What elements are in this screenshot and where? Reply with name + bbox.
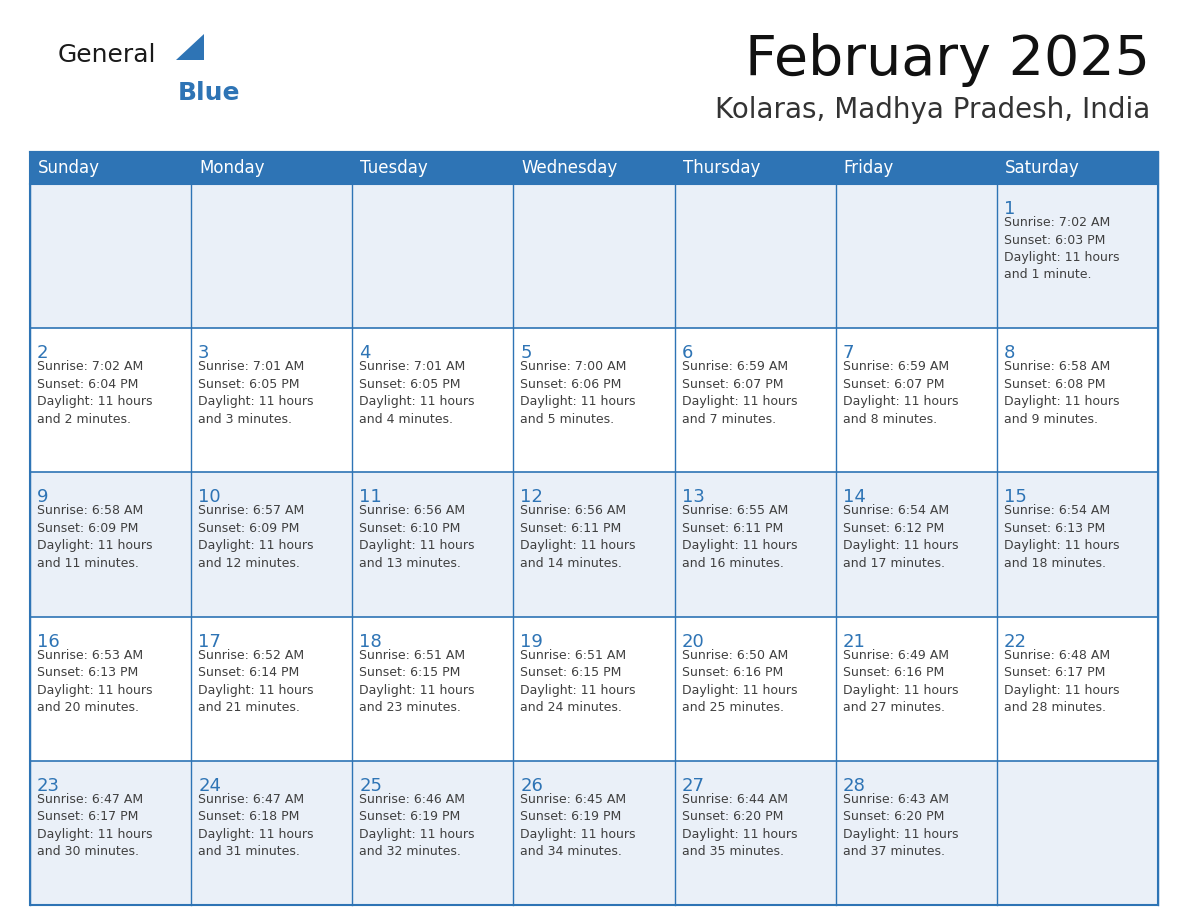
Text: 20: 20 <box>682 633 704 651</box>
Text: 6: 6 <box>682 344 693 363</box>
Text: Sunrise: 7:01 AM
Sunset: 6:05 PM
Daylight: 11 hours
and 3 minutes.: Sunrise: 7:01 AM Sunset: 6:05 PM Dayligh… <box>198 360 314 426</box>
Text: Sunrise: 6:56 AM
Sunset: 6:10 PM
Daylight: 11 hours
and 13 minutes.: Sunrise: 6:56 AM Sunset: 6:10 PM Dayligh… <box>359 504 475 570</box>
Text: Wednesday: Wednesday <box>522 159 618 177</box>
Text: Kolaras, Madhya Pradesh, India: Kolaras, Madhya Pradesh, India <box>715 96 1150 124</box>
Text: Sunrise: 6:45 AM
Sunset: 6:19 PM
Daylight: 11 hours
and 34 minutes.: Sunrise: 6:45 AM Sunset: 6:19 PM Dayligh… <box>520 793 636 858</box>
Text: Sunrise: 6:47 AM
Sunset: 6:18 PM
Daylight: 11 hours
and 31 minutes.: Sunrise: 6:47 AM Sunset: 6:18 PM Dayligh… <box>198 793 314 858</box>
Text: Monday: Monday <box>200 159 265 177</box>
Text: Sunrise: 6:48 AM
Sunset: 6:17 PM
Daylight: 11 hours
and 28 minutes.: Sunrise: 6:48 AM Sunset: 6:17 PM Dayligh… <box>1004 649 1119 714</box>
Text: Sunrise: 6:43 AM
Sunset: 6:20 PM
Daylight: 11 hours
and 37 minutes.: Sunrise: 6:43 AM Sunset: 6:20 PM Dayligh… <box>842 793 959 858</box>
Text: 18: 18 <box>359 633 383 651</box>
Text: 19: 19 <box>520 633 543 651</box>
Text: 23: 23 <box>37 777 61 795</box>
Polygon shape <box>176 34 204 60</box>
Text: 5: 5 <box>520 344 532 363</box>
Text: 24: 24 <box>198 777 221 795</box>
Text: 12: 12 <box>520 488 543 507</box>
Bar <box>30 329 1158 473</box>
Text: Tuesday: Tuesday <box>360 159 428 177</box>
Text: Sunrise: 6:56 AM
Sunset: 6:11 PM
Daylight: 11 hours
and 14 minutes.: Sunrise: 6:56 AM Sunset: 6:11 PM Dayligh… <box>520 504 636 570</box>
Text: Sunrise: 6:51 AM
Sunset: 6:15 PM
Daylight: 11 hours
and 24 minutes.: Sunrise: 6:51 AM Sunset: 6:15 PM Dayligh… <box>520 649 636 714</box>
Text: Sunrise: 6:55 AM
Sunset: 6:11 PM
Daylight: 11 hours
and 16 minutes.: Sunrise: 6:55 AM Sunset: 6:11 PM Dayligh… <box>682 504 797 570</box>
Text: 8: 8 <box>1004 344 1016 363</box>
Text: 11: 11 <box>359 488 383 507</box>
Text: Blue: Blue <box>178 81 240 105</box>
Text: 2: 2 <box>37 344 49 363</box>
Text: Sunrise: 6:44 AM
Sunset: 6:20 PM
Daylight: 11 hours
and 35 minutes.: Sunrise: 6:44 AM Sunset: 6:20 PM Dayligh… <box>682 793 797 858</box>
Text: Sunrise: 6:49 AM
Sunset: 6:16 PM
Daylight: 11 hours
and 27 minutes.: Sunrise: 6:49 AM Sunset: 6:16 PM Dayligh… <box>842 649 959 714</box>
Text: 16: 16 <box>37 633 59 651</box>
Text: Friday: Friday <box>843 159 893 177</box>
Text: Sunrise: 6:54 AM
Sunset: 6:13 PM
Daylight: 11 hours
and 18 minutes.: Sunrise: 6:54 AM Sunset: 6:13 PM Dayligh… <box>1004 504 1119 570</box>
Text: Saturday: Saturday <box>1005 159 1080 177</box>
Text: 4: 4 <box>359 344 371 363</box>
Text: Thursday: Thursday <box>683 159 760 177</box>
Text: Sunrise: 6:58 AM
Sunset: 6:09 PM
Daylight: 11 hours
and 11 minutes.: Sunrise: 6:58 AM Sunset: 6:09 PM Dayligh… <box>37 504 152 570</box>
Text: 28: 28 <box>842 777 866 795</box>
Text: Sunrise: 7:00 AM
Sunset: 6:06 PM
Daylight: 11 hours
and 5 minutes.: Sunrise: 7:00 AM Sunset: 6:06 PM Dayligh… <box>520 360 636 426</box>
Text: Sunrise: 6:57 AM
Sunset: 6:09 PM
Daylight: 11 hours
and 12 minutes.: Sunrise: 6:57 AM Sunset: 6:09 PM Dayligh… <box>198 504 314 570</box>
Text: Sunrise: 6:46 AM
Sunset: 6:19 PM
Daylight: 11 hours
and 32 minutes.: Sunrise: 6:46 AM Sunset: 6:19 PM Dayligh… <box>359 793 475 858</box>
Bar <box>30 473 1158 617</box>
Bar <box>30 152 1158 905</box>
Text: Sunrise: 7:02 AM
Sunset: 6:03 PM
Daylight: 11 hours
and 1 minute.: Sunrise: 7:02 AM Sunset: 6:03 PM Dayligh… <box>1004 216 1119 282</box>
Text: General: General <box>58 43 157 67</box>
Text: Sunrise: 6:58 AM
Sunset: 6:08 PM
Daylight: 11 hours
and 9 minutes.: Sunrise: 6:58 AM Sunset: 6:08 PM Dayligh… <box>1004 360 1119 426</box>
Text: Sunrise: 6:47 AM
Sunset: 6:17 PM
Daylight: 11 hours
and 30 minutes.: Sunrise: 6:47 AM Sunset: 6:17 PM Dayligh… <box>37 793 152 858</box>
Bar <box>30 761 1158 905</box>
Text: 26: 26 <box>520 777 543 795</box>
Text: Sunrise: 6:51 AM
Sunset: 6:15 PM
Daylight: 11 hours
and 23 minutes.: Sunrise: 6:51 AM Sunset: 6:15 PM Dayligh… <box>359 649 475 714</box>
Text: 10: 10 <box>198 488 221 507</box>
Text: 7: 7 <box>842 344 854 363</box>
Text: 1: 1 <box>1004 200 1016 218</box>
Bar <box>30 617 1158 761</box>
Text: Sunrise: 7:02 AM
Sunset: 6:04 PM
Daylight: 11 hours
and 2 minutes.: Sunrise: 7:02 AM Sunset: 6:04 PM Dayligh… <box>37 360 152 426</box>
Text: 25: 25 <box>359 777 383 795</box>
Text: Sunrise: 6:59 AM
Sunset: 6:07 PM
Daylight: 11 hours
and 8 minutes.: Sunrise: 6:59 AM Sunset: 6:07 PM Dayligh… <box>842 360 959 426</box>
Text: Sunrise: 7:01 AM
Sunset: 6:05 PM
Daylight: 11 hours
and 4 minutes.: Sunrise: 7:01 AM Sunset: 6:05 PM Dayligh… <box>359 360 475 426</box>
Text: 15: 15 <box>1004 488 1026 507</box>
Text: 27: 27 <box>682 777 704 795</box>
Text: 14: 14 <box>842 488 866 507</box>
Text: February 2025: February 2025 <box>745 33 1150 87</box>
Bar <box>30 184 1158 329</box>
Bar <box>30 152 1158 184</box>
Text: 3: 3 <box>198 344 209 363</box>
Text: 9: 9 <box>37 488 49 507</box>
Text: Sunrise: 6:53 AM
Sunset: 6:13 PM
Daylight: 11 hours
and 20 minutes.: Sunrise: 6:53 AM Sunset: 6:13 PM Dayligh… <box>37 649 152 714</box>
Text: Sunday: Sunday <box>38 159 100 177</box>
Text: Sunrise: 6:50 AM
Sunset: 6:16 PM
Daylight: 11 hours
and 25 minutes.: Sunrise: 6:50 AM Sunset: 6:16 PM Dayligh… <box>682 649 797 714</box>
Text: 13: 13 <box>682 488 704 507</box>
Text: Sunrise: 6:52 AM
Sunset: 6:14 PM
Daylight: 11 hours
and 21 minutes.: Sunrise: 6:52 AM Sunset: 6:14 PM Dayligh… <box>198 649 314 714</box>
Text: 21: 21 <box>842 633 866 651</box>
Text: Sunrise: 6:59 AM
Sunset: 6:07 PM
Daylight: 11 hours
and 7 minutes.: Sunrise: 6:59 AM Sunset: 6:07 PM Dayligh… <box>682 360 797 426</box>
Text: Sunrise: 6:54 AM
Sunset: 6:12 PM
Daylight: 11 hours
and 17 minutes.: Sunrise: 6:54 AM Sunset: 6:12 PM Dayligh… <box>842 504 959 570</box>
Text: 17: 17 <box>198 633 221 651</box>
Text: 22: 22 <box>1004 633 1026 651</box>
